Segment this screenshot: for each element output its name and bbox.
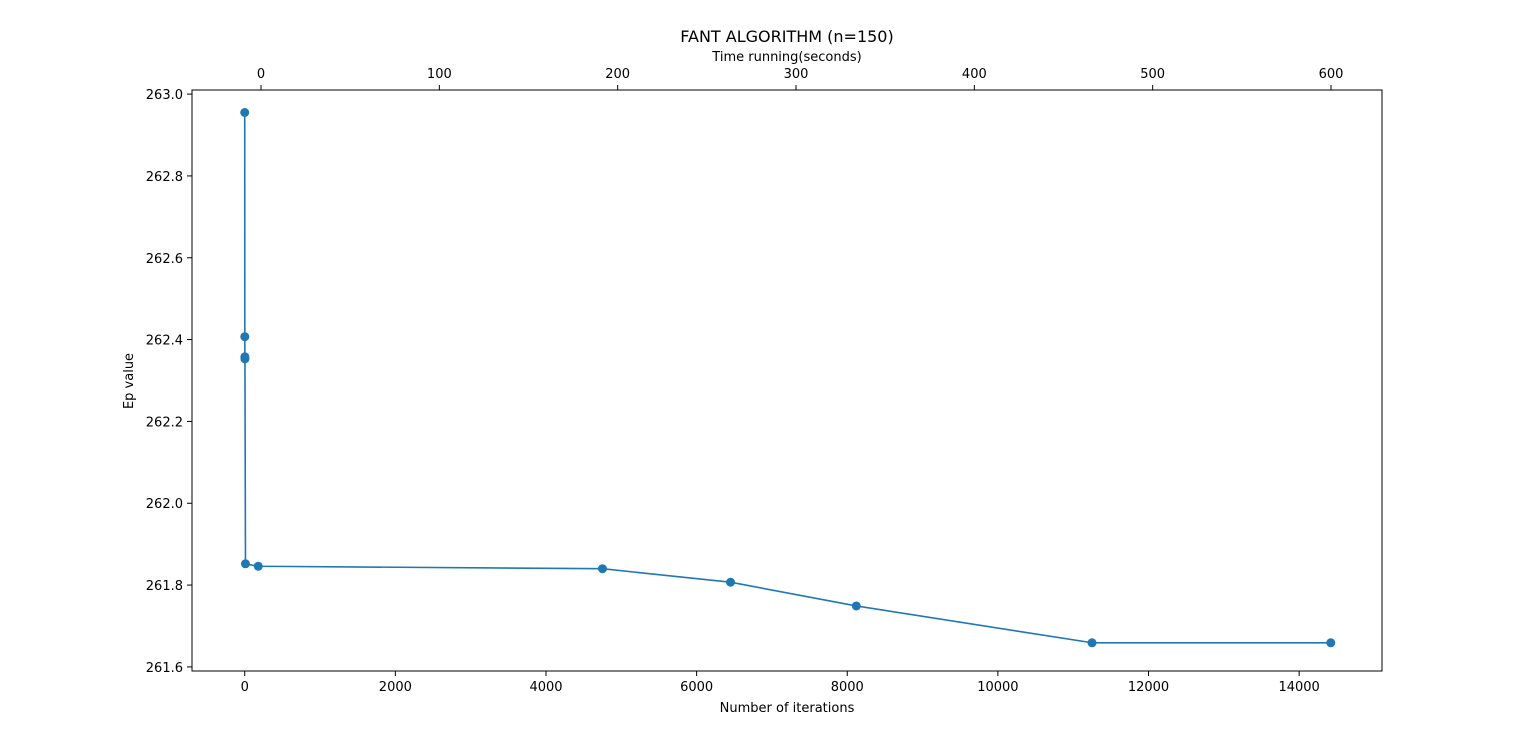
data-point <box>1326 638 1336 648</box>
top-x-tick-label: 500 <box>1140 67 1165 82</box>
x-tick-label: 8000 <box>831 680 864 695</box>
data-point <box>597 564 607 574</box>
x-tick-label: 14000 <box>1278 680 1319 695</box>
data-point <box>253 561 263 571</box>
x-tick-label: 10000 <box>977 680 1018 695</box>
data-point <box>1087 638 1097 648</box>
plot-frame <box>191 89 1383 672</box>
data-point <box>240 354 250 364</box>
top-x-tick-label: 400 <box>962 67 987 82</box>
y-tick-label: 262.6 <box>146 252 183 267</box>
chart-title: FANT ALGORITHM (n=150) <box>680 27 893 46</box>
y-tick-label: 262.0 <box>146 497 183 512</box>
y-tick-label: 262.2 <box>146 415 183 430</box>
y-axis-ticks: 261.6 261.8 262.0 262.2 262.4 262.6 262.8 263.0 <box>146 88 192 676</box>
y-tick-label: 262.8 <box>146 170 183 185</box>
top-x-tick-label: 200 <box>605 67 630 82</box>
top-x-tick-label: 300 <box>784 67 809 82</box>
x-tick-label: 6000 <box>680 680 713 695</box>
x-tick-label: 2000 <box>379 680 412 695</box>
x-axis-ticks: 0 2000 4000 6000 8000 10000 12000 14000 <box>241 671 1320 695</box>
data-point <box>240 559 250 569</box>
y-tick-label: 261.6 <box>146 661 183 676</box>
y-axis-label: Ep value <box>122 353 137 409</box>
x-tick-label: 4000 <box>529 680 562 695</box>
data-point <box>240 108 250 118</box>
top-x-tick-label: 100 <box>427 67 452 82</box>
y-tick-label: 262.4 <box>146 334 183 349</box>
data-point <box>726 577 736 587</box>
top-x-tick-label: 600 <box>1319 67 1344 82</box>
y-tick-label: 263.0 <box>146 88 183 103</box>
data-point <box>851 601 861 611</box>
data-point <box>240 332 250 342</box>
y-tick-label: 261.8 <box>146 579 183 594</box>
top-x-axis-label: Time running(seconds) <box>711 50 861 65</box>
top-x-tick-label: 0 <box>257 67 265 82</box>
plot-series <box>240 108 1336 648</box>
x-tick-label: 12000 <box>1128 680 1169 695</box>
x-axis-label: Number of iterations <box>720 701 855 716</box>
x-tick-label: 0 <box>241 680 249 695</box>
top-x-axis-ticks: 0 100 200 300 400 500 600 <box>257 67 1344 90</box>
